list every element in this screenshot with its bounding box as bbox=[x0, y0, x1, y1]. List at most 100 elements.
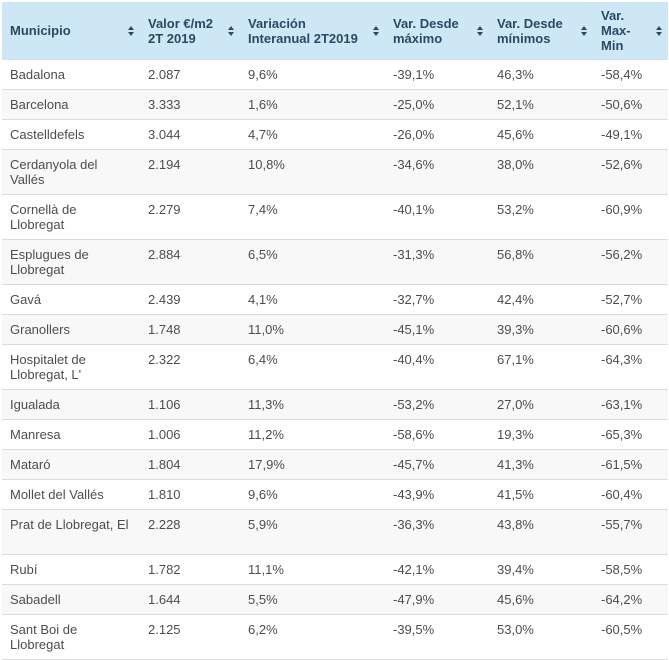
cell-variacion-interanual: 5,5% bbox=[240, 584, 385, 615]
cell-var-desde-minimos: 43,8% bbox=[489, 509, 593, 555]
cell-municipio: Mataró bbox=[2, 449, 140, 480]
cell-valor: 2.884 bbox=[140, 239, 240, 285]
column-header-municipio[interactable]: Municipio bbox=[2, 2, 140, 60]
cell-var-desde-minimos: 41,3% bbox=[489, 449, 593, 480]
table-row: Hospitalet de Llobregat, L' 2.322 6,4% -40,… bbox=[2, 344, 668, 390]
column-header-label: Valor €/m2 2T 2019 bbox=[148, 15, 214, 46]
cell-valor: 3.044 bbox=[140, 119, 240, 150]
cell-var-desde-maximo: -26,0% bbox=[385, 119, 489, 150]
cell-variacion-interanual: 7,4% bbox=[240, 194, 385, 240]
cell-valor: 2.228 bbox=[140, 509, 240, 555]
table-body: Badalona 2.087 9,6% -39,1% 46,3% -58,4% Barcel… bbox=[2, 59, 668, 660]
cell-var-max-min: -55,7% bbox=[593, 509, 668, 555]
cell-valor: 2.087 bbox=[140, 59, 240, 90]
cell-valor: 2.279 bbox=[140, 194, 240, 240]
cell-var-desde-minimos: 45,6% bbox=[489, 584, 593, 615]
cell-municipio: Barcelona bbox=[2, 89, 140, 120]
table-row: Mataró 1.804 17,9% -45,7% 41,3% -61,5% bbox=[2, 449, 668, 480]
cell-var-max-min: -61,5% bbox=[593, 449, 668, 480]
cell-var-desde-minimos: 53,2% bbox=[489, 194, 593, 240]
table-row: Prat de Llobregat, El 2.228 5,9% -36,3% 43,8… bbox=[2, 509, 668, 555]
column-header-label: Var. Desde máximo bbox=[393, 15, 459, 46]
column-header-var-desde-minimos[interactable]: Var. Desde mínimos bbox=[489, 2, 593, 60]
cell-var-max-min: -60,6% bbox=[593, 314, 668, 345]
cell-variacion-interanual: 11,3% bbox=[240, 389, 385, 420]
cell-var-desde-maximo: -53,2% bbox=[385, 389, 489, 420]
cell-municipio: Granollers bbox=[2, 314, 140, 345]
table-row: Gavá 2.439 4,1% -32,7% 42,4% -52,7% bbox=[2, 284, 668, 315]
cell-var-desde-minimos: 38,0% bbox=[489, 149, 593, 195]
column-header-valor[interactable]: Valor €/m2 2T 2019 bbox=[140, 2, 240, 60]
cell-var-desde-minimos: 27,0% bbox=[489, 389, 593, 420]
cell-var-desde-maximo: -42,1% bbox=[385, 554, 489, 585]
cell-var-desde-maximo: -47,9% bbox=[385, 584, 489, 615]
cell-var-desde-maximo: -40,1% bbox=[385, 194, 489, 240]
cell-variacion-interanual: 6,2% bbox=[240, 614, 385, 660]
sort-icon[interactable] bbox=[477, 25, 483, 36]
cell-valor: 1.644 bbox=[140, 584, 240, 615]
cell-municipio: Sant Boi de Llobregat bbox=[2, 614, 140, 660]
sort-icon[interactable] bbox=[656, 25, 662, 36]
cell-var-desde-maximo: -32,7% bbox=[385, 284, 489, 315]
sort-icon[interactable] bbox=[373, 25, 379, 36]
cell-variacion-interanual: 9,6% bbox=[240, 59, 385, 90]
cell-municipio: Mollet del Vallés bbox=[2, 479, 140, 510]
table-row: Badalona 2.087 9,6% -39,1% 46,3% -58,4% bbox=[2, 59, 668, 90]
cell-var-max-min: -52,6% bbox=[593, 149, 668, 195]
table-row: Cornellà de Llobregat 2.279 7,4% -40,1% 53,2… bbox=[2, 194, 668, 240]
cell-var-max-min: -58,4% bbox=[593, 59, 668, 90]
cell-var-max-min: -60,9% bbox=[593, 194, 668, 240]
column-header-variacion-interanual[interactable]: Variación Interanual 2T2019 bbox=[240, 2, 385, 60]
table-row: Granollers 1.748 11,0% -45,1% 39,3% -60,6% bbox=[2, 314, 668, 345]
cell-valor: 1.810 bbox=[140, 479, 240, 510]
cell-var-max-min: -60,4% bbox=[593, 479, 668, 510]
cell-var-max-min: -58,5% bbox=[593, 554, 668, 585]
cell-var-desde-maximo: -36,3% bbox=[385, 509, 489, 555]
table-row: Manresa 1.006 11,2% -58,6% 19,3% -65,3% bbox=[2, 419, 668, 450]
column-header-var-desde-maximo[interactable]: Var. Desde máximo bbox=[385, 2, 489, 60]
column-header-var-max-min[interactable]: Var. Max-Min bbox=[593, 2, 668, 60]
cell-municipio: Castelldefels bbox=[2, 119, 140, 150]
cell-var-desde-minimos: 41,5% bbox=[489, 479, 593, 510]
sort-icon[interactable] bbox=[228, 25, 234, 36]
cell-valor: 3.333 bbox=[140, 89, 240, 120]
sort-icon[interactable] bbox=[128, 25, 134, 36]
cell-municipio: Rubí bbox=[2, 554, 140, 585]
cell-var-desde-maximo: -40,4% bbox=[385, 344, 489, 390]
cell-var-desde-maximo: -45,7% bbox=[385, 449, 489, 480]
cell-var-desde-minimos: 53,0% bbox=[489, 614, 593, 660]
table-row: Barcelona 3.333 1,6% -25,0% 52,1% -50,6% bbox=[2, 89, 668, 120]
cell-variacion-interanual: 11,2% bbox=[240, 419, 385, 450]
cell-var-desde-minimos: 39,3% bbox=[489, 314, 593, 345]
cell-var-desde-maximo: -25,0% bbox=[385, 89, 489, 120]
cell-municipio: Cerdanyola del Vallés bbox=[2, 149, 140, 195]
table-row: Cerdanyola del Vallés 2.194 10,8% -34,6% 38,… bbox=[2, 149, 668, 195]
cell-variacion-interanual: 6,5% bbox=[240, 239, 385, 285]
column-header-label: Var. Desde mínimos bbox=[497, 15, 563, 46]
cell-valor: 2.322 bbox=[140, 344, 240, 390]
cell-variacion-interanual: 5,9% bbox=[240, 509, 385, 555]
cell-var-max-min: -64,2% bbox=[593, 584, 668, 615]
cell-municipio: Manresa bbox=[2, 419, 140, 450]
table-row: Igualada 1.106 11,3% -53,2% 27,0% -63,1% bbox=[2, 389, 668, 420]
cell-variacion-interanual: 17,9% bbox=[240, 449, 385, 480]
sort-icon[interactable] bbox=[581, 25, 587, 36]
cell-var-max-min: -49,1% bbox=[593, 119, 668, 150]
cell-var-desde-minimos: 46,3% bbox=[489, 59, 593, 90]
table-row: Castelldefels 3.044 4,7% -26,0% 45,6% -49,1% bbox=[2, 119, 668, 150]
cell-variacion-interanual: 11,1% bbox=[240, 554, 385, 585]
cell-var-desde-minimos: 67,1% bbox=[489, 344, 593, 390]
cell-variacion-interanual: 6,4% bbox=[240, 344, 385, 390]
cell-var-desde-minimos: 39,4% bbox=[489, 554, 593, 585]
table-row: Sant Boi de Llobregat 2.125 6,2% -39,5% 53,0… bbox=[2, 614, 668, 660]
cell-variacion-interanual: 10,8% bbox=[240, 149, 385, 195]
cell-var-desde-maximo: -39,1% bbox=[385, 59, 489, 90]
cell-variacion-interanual: 1,6% bbox=[240, 89, 385, 120]
cell-municipio: Hospitalet de Llobregat, L' bbox=[2, 344, 140, 390]
cell-variacion-interanual: 9,6% bbox=[240, 479, 385, 510]
cell-var-max-min: -65,3% bbox=[593, 419, 668, 450]
cell-valor: 1.006 bbox=[140, 419, 240, 450]
cell-valor: 2.194 bbox=[140, 149, 240, 195]
cell-municipio: Igualada bbox=[2, 389, 140, 420]
